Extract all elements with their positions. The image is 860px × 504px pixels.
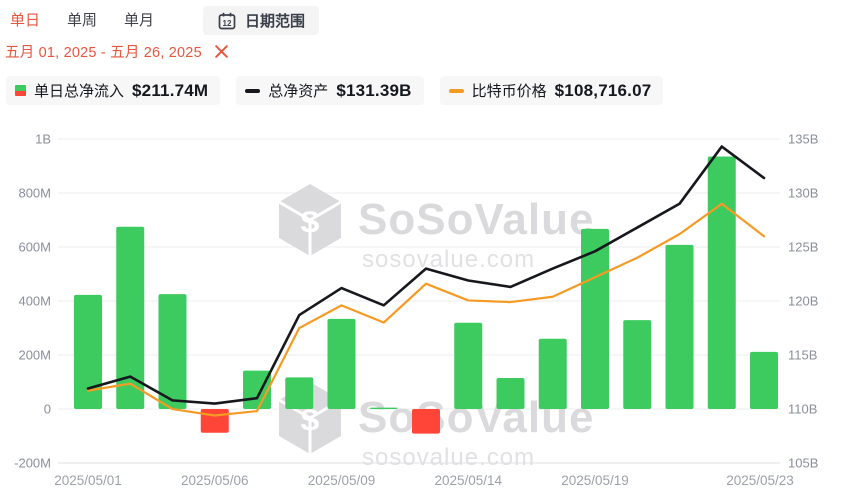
right-axis-tick: 130B xyxy=(788,186,818,201)
bar-2025/05/13[interactable] xyxy=(412,409,440,434)
selected-date-range: 五月 01, 2025 - 五月 26, 2025 xyxy=(5,41,229,62)
legend-item-net-assets[interactable]: 总净资产 $131.39B xyxy=(236,76,424,105)
bar-2025/05/05[interactable] xyxy=(158,294,187,409)
x-axis-tick: 2025/05/23 xyxy=(726,473,794,488)
bar-2025/05/21[interactable] xyxy=(665,244,694,409)
btc-price-line xyxy=(86,202,766,417)
svg-text:sosovalue.com: sosovalue.com xyxy=(362,444,535,471)
svg-text:S: S xyxy=(300,404,320,437)
right-axis-tick: 125B xyxy=(788,240,818,255)
bar-2025/05/06[interactable] xyxy=(200,409,229,433)
bar-2025/05/16[interactable] xyxy=(538,338,567,409)
bar-2025/05/14[interactable] xyxy=(454,322,483,409)
bar-2025/05/01[interactable] xyxy=(74,294,102,409)
bar-2025/05/15[interactable] xyxy=(496,377,525,409)
bar-2025/05/08[interactable] xyxy=(285,377,314,409)
legend-label: 比特币价格 xyxy=(471,83,547,100)
right-axis-tick: 135B xyxy=(788,132,818,147)
bar-series-marker-icon xyxy=(15,85,26,96)
bar-2025/05/20[interactable] xyxy=(623,320,652,409)
right-axis-tick: 115B xyxy=(788,348,817,363)
net-assets-line xyxy=(86,145,766,405)
legend-value: $131.39B xyxy=(336,80,412,100)
left-axis-tick: 1B xyxy=(35,132,51,147)
x-axis-tick: 2025/05/06 xyxy=(181,473,249,488)
left-axis-tick: 200M xyxy=(18,348,51,363)
line-series-marker-icon xyxy=(245,88,261,93)
etf-flow-chart[interactable]: S SoSoValue sosovalue.com S SoSoValue sosoval… xyxy=(0,120,860,504)
svg-text:S: S xyxy=(300,206,320,239)
x-axis-tick: 2025/05/14 xyxy=(434,473,502,488)
svg-text:12: 12 xyxy=(223,18,232,27)
legend-item-btc-price[interactable]: 比特币价格 $108,716.07 xyxy=(439,76,664,105)
x-axis-tick: 2025/05/09 xyxy=(308,473,376,488)
tab-weekly[interactable]: 单周 xyxy=(67,11,98,29)
left-axis-tick: 600M xyxy=(18,240,51,255)
bar-2025/05/12[interactable] xyxy=(369,407,398,409)
right-axis-tick: 110B xyxy=(788,402,817,417)
left-axis-tick: 400M xyxy=(18,294,51,309)
bar-2025/05/09[interactable] xyxy=(327,318,356,409)
tab-monthly[interactable]: 单月 xyxy=(124,11,155,29)
legend-value: $211.74M xyxy=(132,80,209,100)
tab-daily[interactable]: 单日 xyxy=(10,11,41,29)
svg-text:SoSoValue: SoSoValue xyxy=(358,195,594,244)
right-axis-tick: 120B xyxy=(788,294,818,309)
left-axis-tick: 800M xyxy=(18,186,51,201)
bar-2025/05/23[interactable] xyxy=(750,351,778,409)
left-axis-tick: 0 xyxy=(44,402,51,417)
legend-label: 总净资产 xyxy=(268,83,329,100)
legend-label: 单日总净流入 xyxy=(34,83,125,100)
calendar-icon: 12 xyxy=(218,12,236,29)
line-series-marker-icon xyxy=(448,88,464,93)
left-axis-tick: -200M xyxy=(14,456,51,471)
close-icon xyxy=(215,45,228,58)
x-axis-tick: 2025/05/19 xyxy=(561,473,629,488)
date-range-button-label: 日期范围 xyxy=(245,13,306,30)
legend-value: $108,716.07 xyxy=(554,80,652,100)
legend-item-net-inflow[interactable]: 单日总净流入 $211.74M xyxy=(6,76,221,105)
bar-2025/05/02[interactable] xyxy=(116,226,145,409)
bar-2025/05/22[interactable] xyxy=(707,156,736,409)
clear-date-range-button[interactable] xyxy=(214,44,229,59)
date-range-text: 五月 01, 2025 - 五月 26, 2025 xyxy=(5,45,202,61)
svg-text:sosovalue.com: sosovalue.com xyxy=(362,246,535,273)
chart-legend: 单日总净流入 $211.74M 总净资产 $131.39B 比特币价格 $108… xyxy=(6,76,664,105)
x-axis-tick: 2025/05/01 xyxy=(54,473,122,488)
date-range-button[interactable]: 12 日期范围 xyxy=(203,6,320,35)
period-tabs: 单日 单周 单月 12 日期范围 xyxy=(10,6,320,35)
right-axis-tick: 105B xyxy=(788,456,818,471)
